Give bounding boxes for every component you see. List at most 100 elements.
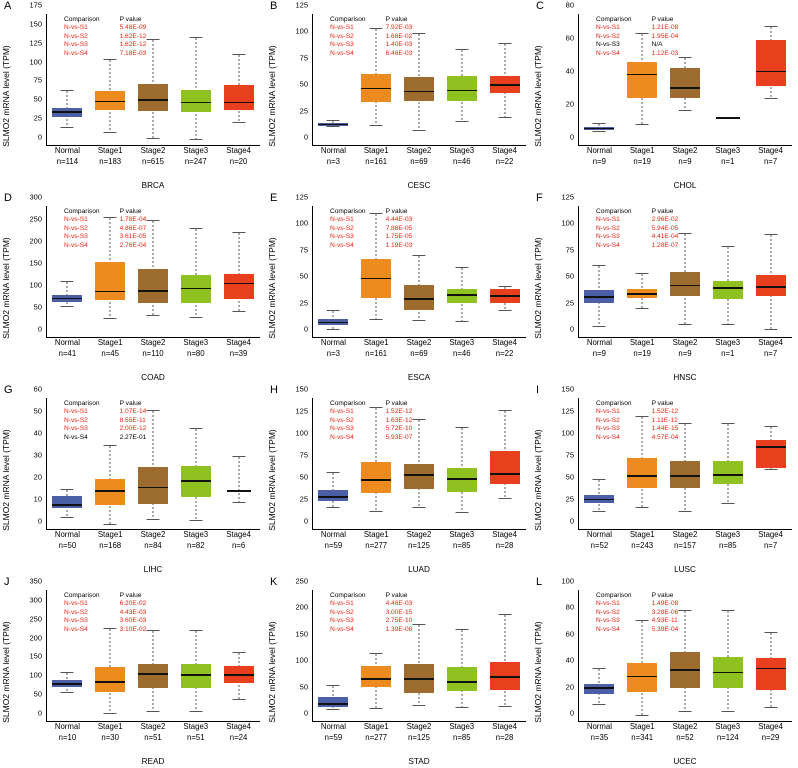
x-tick-label: Stage3 n=1 [706,338,749,359]
whisker-cap [232,54,246,56]
sample-count: n=52 [676,732,694,742]
median-line [755,285,786,288]
x-tick-label: Stage3 n=46 [440,146,483,167]
y-tick-label: 0 [37,324,42,334]
whisker-cap [498,498,512,500]
box [404,463,434,489]
whisker [238,232,240,313]
box [670,272,700,297]
whisker-cap [635,714,649,716]
y-axis-label: SLMO2 mRNA level (TPM) [533,621,543,723]
stage-name: Stage2 [406,722,432,731]
box [446,288,477,304]
comparison-label: N-vs-S4 [596,241,620,249]
legend-header-comparison: Comparison [596,592,632,599]
whisker-cap [455,512,469,514]
stage-name: Normal [54,338,80,347]
x-axis-line [312,721,526,722]
pvalue-legend: Comparison P value N-vs-S1 1.52E-12 N-vs-S2 1… [596,400,678,442]
box-plot [89,14,132,145]
stage-name: Stage2 [140,530,166,539]
stage-name: Stage3 [183,146,209,155]
y-tick-label: 0 [569,708,574,718]
box-plot [749,398,792,529]
whisker-cap [678,324,692,326]
x-tick-label: Stage1 n=19 [621,146,664,167]
whisker-cap [592,325,606,327]
plot-area: 0 25 50 75 100 125 Comparison P value N-vs-S1 7.9… [295,1,526,146]
plot-area: 0 50 100 150 200 250 300 350 Comparison P value N-… [29,577,260,722]
y-tick-label: 75 [565,450,574,460]
stage-name: Stage3 [449,722,475,731]
pvalue-text: 1.07E-14 [119,408,147,416]
box [361,666,392,687]
y-tick-label: 25 [299,494,308,504]
y-tick-label: 125 [29,38,42,48]
whisker-cap [412,624,426,626]
median-line [712,474,743,476]
whisker-cap [146,711,160,713]
median-line [52,297,83,300]
comparison-label: N-vs-S4 [596,625,620,633]
pvalue-text: 7.18E-03 [119,49,147,57]
legend-header-comparison: Comparison [64,208,100,215]
plot-area: 0 25 50 75 100 125 150 Comparison P value N-vs-S1… [561,385,792,530]
whisker-cap [678,109,692,111]
x-tick-label: Normal n=41 [46,338,89,359]
pvalue-text: 4.46E-03 [385,600,413,608]
sample-count: n=6 [231,540,246,550]
pvalue-text: 7.88E-05 [385,224,413,232]
whisker-cap [369,27,383,29]
whisker-cap [232,231,246,233]
pvalue-text: 8.55E-11 [119,416,146,424]
x-tick-label: Stage1 n=161 [355,146,398,167]
legend-header-comparison: Comparison [596,208,632,215]
box [446,75,477,101]
pvalue-text: 2.00E-12 [119,425,147,433]
sample-count: n=84 [144,540,162,550]
x-tick-label: Stage3 n=85 [440,530,483,551]
x-tick-label: Normal n=9 [578,146,621,167]
whisker-cap [498,410,512,412]
x-tick-label: Stage4 n=22 [483,338,526,359]
sample-count: n=183 [99,156,122,166]
x-tick-label: Stage4 n=20 [217,146,260,167]
comparison-label: N-vs-S4 [596,433,620,441]
median-line [404,474,434,476]
box [95,666,126,692]
median-line [318,321,349,324]
y-tick-label: 100 [561,576,574,586]
median-line [180,674,211,676]
x-axis-labels: Normal n=10 Stage1 n=30 Stage2 n=51 Stage3 n=51… [46,722,260,752]
stage-name: Stage3 [183,530,209,539]
whisker-cap [232,455,246,457]
whisker [66,282,68,307]
median-line [404,298,434,301]
stage-name: Normal [320,722,346,731]
whisker-cap [592,130,606,132]
y-tick-label: 100 [295,26,308,36]
pvalue-text: 7.92E-03 [385,24,413,32]
stage-name: Stage1 [97,338,123,347]
stage-name: Stage3 [183,338,209,347]
box [404,76,434,101]
y-axis-label: SLMO2 mRNA level (TPM) [1,429,11,531]
whisker-cap [678,423,692,425]
box-plot [578,206,621,337]
sample-count: n=157 [674,540,696,550]
whisker-cap [103,445,117,447]
box [755,439,786,468]
pvalue-legend: Comparison P value N-vs-S1 1.52E-12 N-vs-S2 1… [330,400,412,442]
median-line [361,479,392,481]
sample-count: n=10 [58,732,77,742]
y-tick-label: 80 [565,0,574,10]
box-plot [706,14,749,145]
box [318,697,349,707]
whisker-cap [189,520,203,522]
x-tick-label: Stage1 n=183 [89,146,132,167]
box [627,458,658,488]
whisker-cap [455,266,469,268]
sample-count: n=46 [453,348,471,358]
box-plot [440,206,483,337]
